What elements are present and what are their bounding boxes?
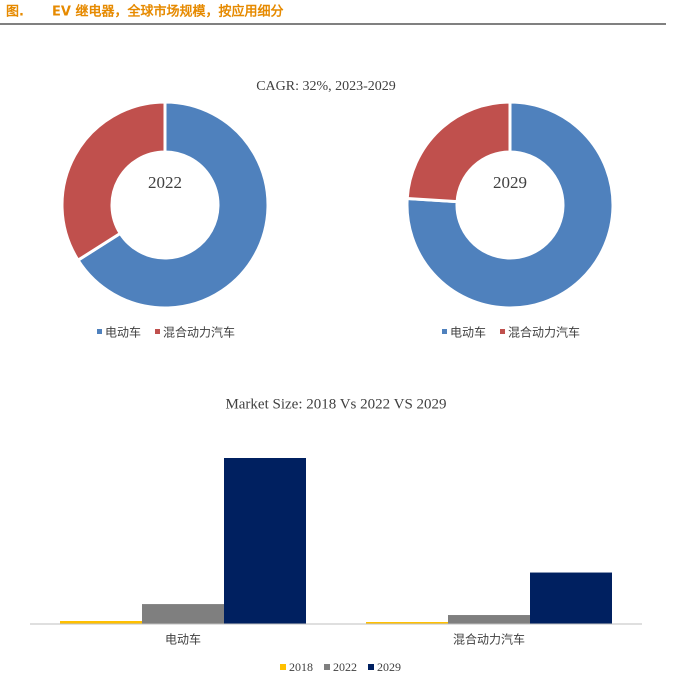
header-title: EV 继电器，全球市场规模，按应用细分	[52, 4, 283, 20]
bar	[142, 604, 224, 624]
caption: CAGR: 32%, 2023-2029	[256, 79, 396, 94]
donut-slice	[405, 100, 615, 310]
donut-slice	[60, 100, 167, 263]
legend-label: 混合动力汽车	[508, 325, 580, 340]
donut-center-label: 2022	[148, 173, 182, 192]
legend-label: 2022	[333, 660, 357, 674]
legend-label: 电动车	[105, 325, 141, 340]
bar	[60, 621, 142, 624]
legend-swatch	[500, 329, 505, 334]
x-tick-label: 混合动力汽车	[453, 632, 525, 647]
legend-label: 2018	[289, 660, 313, 674]
legend-swatch	[442, 329, 447, 334]
x-tick-label: 电动车	[165, 632, 201, 647]
bar	[448, 615, 530, 624]
legend-label: 电动车	[450, 325, 486, 340]
bar-title: Market Size: 2018 Vs 2022 VS 2029	[225, 396, 446, 412]
donut-center-label: 2029	[493, 173, 527, 192]
legend-swatch	[368, 664, 374, 670]
legend-label: 混合动力汽车	[163, 325, 235, 340]
legend-label: 2029	[377, 660, 401, 674]
bar	[530, 572, 612, 624]
bar	[224, 458, 306, 624]
donut-slice	[75, 100, 270, 310]
legend-swatch	[280, 664, 286, 670]
bar	[366, 622, 448, 624]
legend-swatch	[97, 329, 102, 334]
donut-slice	[405, 100, 512, 204]
header-label: 图.	[6, 5, 24, 20]
legend-swatch	[324, 664, 330, 670]
legend-swatch	[155, 329, 160, 334]
